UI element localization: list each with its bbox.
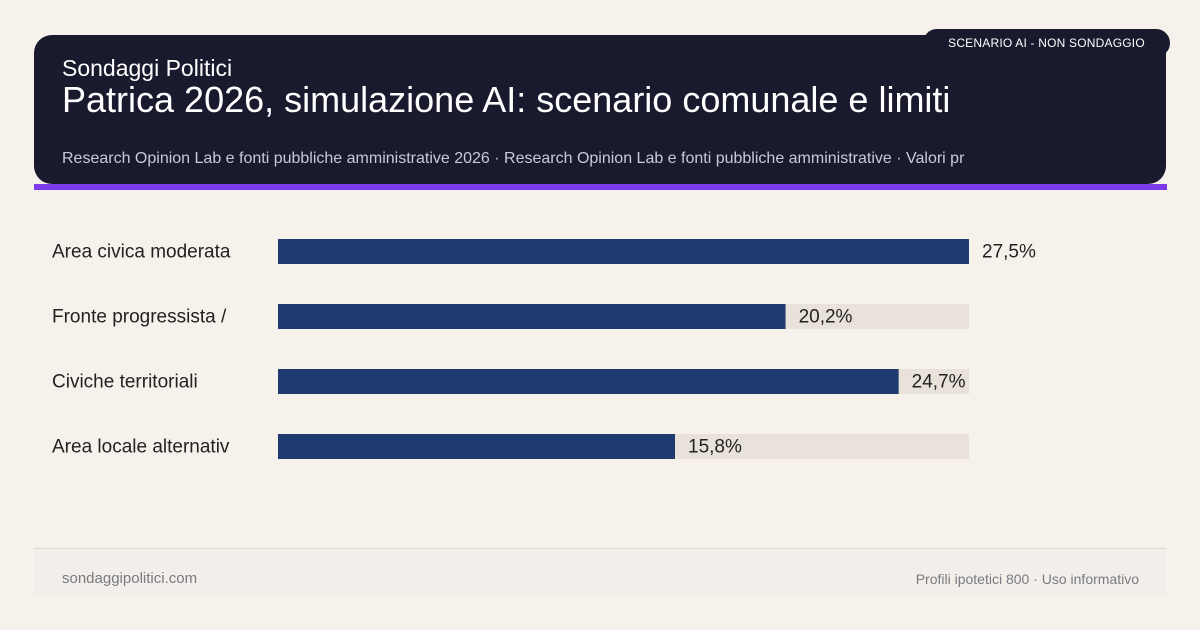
value-label: 24,7% bbox=[912, 372, 966, 393]
bar bbox=[278, 369, 899, 394]
footer-site[interactable]: sondaggipolitici.com bbox=[62, 570, 198, 587]
category-label: Area civica moderata bbox=[52, 242, 231, 263]
footer: sondaggipolitici.com Profili ipotetici 8… bbox=[34, 548, 1166, 597]
category-label: Fronte progressista / bbox=[52, 307, 227, 328]
category-label: Civiche territoriali bbox=[52, 372, 198, 393]
bar bbox=[278, 434, 676, 459]
value-label: 15,8% bbox=[688, 437, 742, 458]
page-title: Patrica 2026, simulazione AI: scenario c… bbox=[62, 79, 951, 120]
source-subtitle: Research Opinion Lab e fonti pubbliche a… bbox=[62, 150, 965, 167]
category-label: Area locale alternativ bbox=[52, 437, 230, 458]
value-label: 20,2% bbox=[799, 307, 853, 328]
accent-bar bbox=[34, 184, 1167, 190]
bar bbox=[278, 239, 969, 264]
brand-name: Sondaggi Politici bbox=[62, 55, 233, 81]
scenario-badge: SCENARIO AI - NON SONDAGGIO bbox=[923, 29, 1170, 57]
header-panel: Sondaggi Politici Patrica 2026, simulazi… bbox=[34, 35, 1166, 184]
bar bbox=[278, 304, 786, 329]
footer-note: Profili ipotetici 800 · Uso informativo bbox=[915, 571, 1139, 587]
value-label: 27,5% bbox=[982, 242, 1036, 263]
